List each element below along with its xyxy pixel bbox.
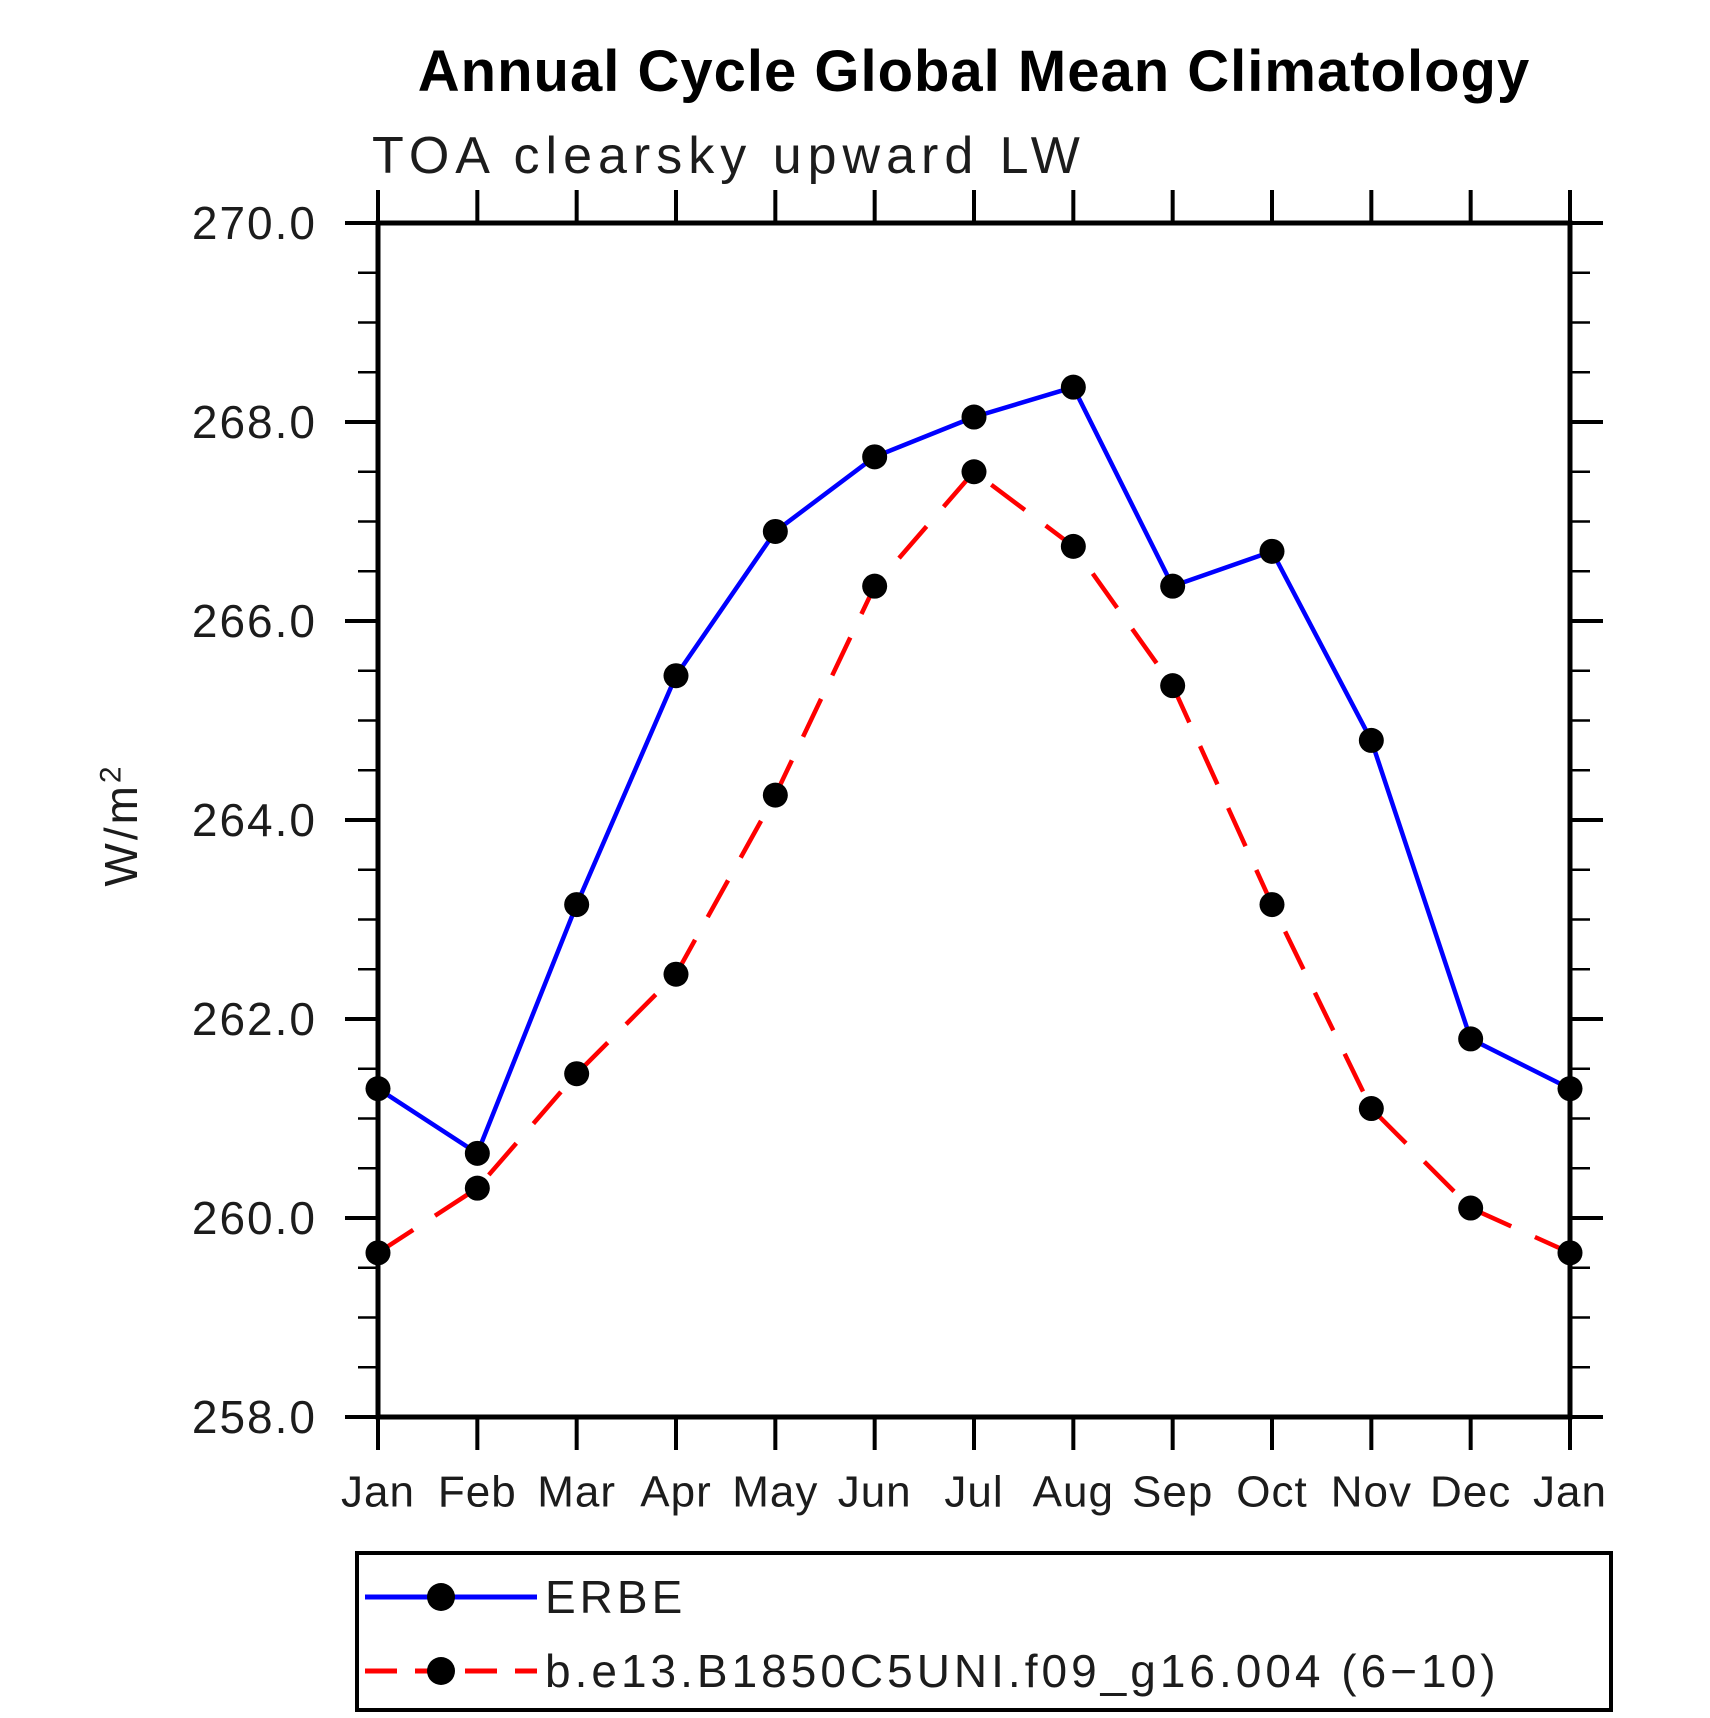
x-tick-label: Feb bbox=[438, 1468, 517, 1517]
data-point-model bbox=[1259, 892, 1285, 918]
data-point-model bbox=[564, 1061, 590, 1087]
data-point-model bbox=[365, 1240, 391, 1266]
x-tick-label: Oct bbox=[1236, 1468, 1307, 1517]
x-tick-label: Jun bbox=[838, 1468, 912, 1517]
y-tick-label: 262.0 bbox=[192, 993, 317, 1045]
x-tick-label: Mar bbox=[537, 1468, 616, 1517]
legend-marker-dot bbox=[427, 1657, 455, 1685]
legend-label-model: b.e13.B1850C5UNI.f09_g16.004 (6−10) bbox=[545, 1645, 1500, 1697]
data-point-erbe bbox=[1060, 374, 1086, 400]
series-line-model bbox=[376, 469, 1571, 1255]
chart-title: Annual Cycle Global Mean Climatology bbox=[417, 39, 1531, 104]
data-point-model bbox=[961, 459, 987, 485]
data-point-erbe bbox=[762, 518, 788, 544]
data-point-erbe bbox=[961, 404, 987, 430]
data-point-erbe bbox=[862, 444, 888, 470]
data-point-erbe bbox=[1358, 727, 1384, 753]
data-point-erbe bbox=[464, 1140, 490, 1166]
x-tick-label: Dec bbox=[1430, 1468, 1511, 1517]
legend-item-erbe: ERBE bbox=[361, 1571, 686, 1623]
data-point-model bbox=[1358, 1096, 1384, 1122]
x-tick-label: Jul bbox=[944, 1468, 1003, 1517]
y-tick-label: 264.0 bbox=[192, 794, 317, 846]
x-tick-label: Aug bbox=[1033, 1468, 1114, 1517]
x-tick-label: Jan bbox=[341, 1468, 415, 1517]
data-point-erbe bbox=[1458, 1026, 1484, 1052]
legend-solid-line-sample bbox=[365, 1583, 537, 1611]
legend-item-model: b.e13.B1850C5UNI.f09_g16.004 (6−10) bbox=[361, 1645, 1500, 1697]
y-tick-label: 260.0 bbox=[192, 1192, 317, 1244]
series-line-erbe bbox=[376, 384, 1572, 1156]
data-point-model bbox=[1458, 1195, 1484, 1221]
chart-subtitle: TOA clearsky upward LW bbox=[372, 127, 1086, 185]
axis-box bbox=[375, 220, 1573, 1420]
y-tick-label: 258.0 bbox=[192, 1391, 317, 1443]
data-point-model bbox=[762, 782, 788, 808]
legend-box: ERBE b.e13.B1850C5UNI.f09_g16.004 (6−10) bbox=[355, 1551, 1613, 1712]
data-point-model bbox=[862, 573, 888, 599]
data-point-erbe bbox=[1160, 573, 1186, 599]
data-point-model bbox=[663, 961, 689, 987]
data-point-erbe bbox=[365, 1076, 391, 1102]
x-tick-label: Nov bbox=[1331, 1468, 1412, 1517]
legend-label-erbe: ERBE bbox=[545, 1571, 687, 1623]
legend-dashed-line-sample bbox=[365, 1657, 537, 1685]
data-point-model bbox=[1060, 533, 1086, 559]
data-point-model bbox=[1557, 1240, 1583, 1266]
data-point-model bbox=[1160, 673, 1186, 699]
legend-marker-dot bbox=[427, 1583, 455, 1611]
x-tick-label: May bbox=[732, 1468, 818, 1517]
x-tick-label: Apr bbox=[640, 1468, 711, 1517]
y-tick-label: 266.0 bbox=[192, 595, 317, 647]
x-tick-label: Jan bbox=[1533, 1468, 1607, 1517]
y-tick-label: 270.0 bbox=[192, 197, 317, 249]
data-point-erbe bbox=[1557, 1076, 1583, 1102]
x-tick-label: Sep bbox=[1132, 1468, 1213, 1517]
data-point-erbe bbox=[663, 663, 689, 689]
data-point-erbe bbox=[564, 892, 590, 918]
data-point-model bbox=[464, 1175, 490, 1201]
data-point-erbe bbox=[1259, 538, 1285, 564]
y-tick-label: 268.0 bbox=[192, 396, 317, 448]
